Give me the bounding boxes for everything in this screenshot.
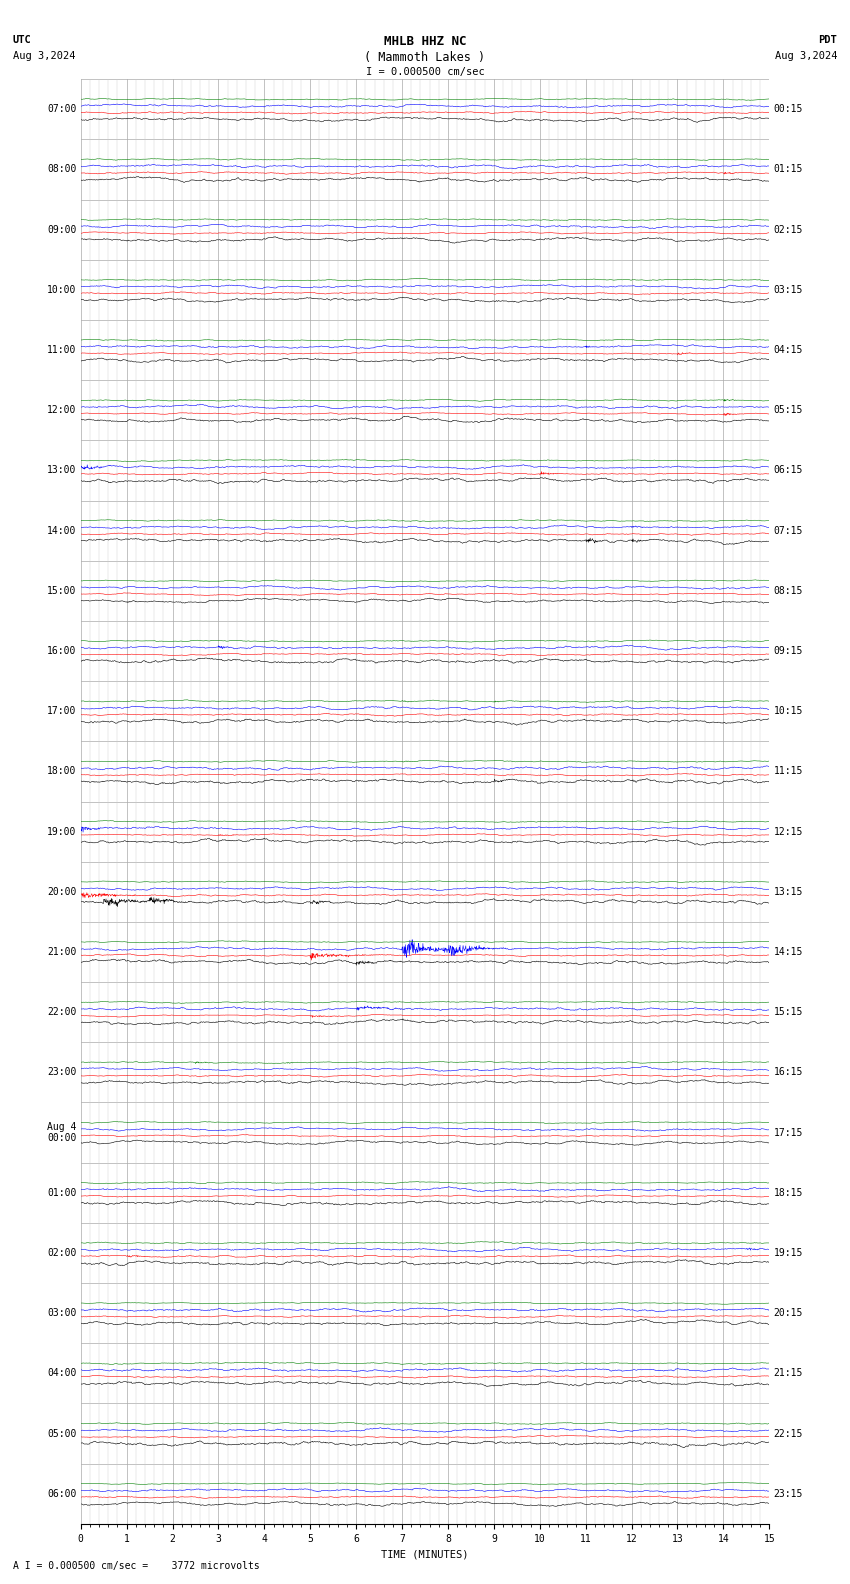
Text: 06:15: 06:15 [774,466,803,475]
Text: 22:00: 22:00 [47,1007,76,1017]
Text: 07:00: 07:00 [47,105,76,114]
Text: 04:15: 04:15 [774,345,803,355]
Text: 05:15: 05:15 [774,406,803,415]
Text: I = 0.000500 cm/sec: I = 0.000500 cm/sec [366,67,484,76]
Text: 20:15: 20:15 [774,1308,803,1318]
Text: 22:15: 22:15 [774,1429,803,1438]
Text: 19:15: 19:15 [774,1248,803,1258]
Text: A I = 0.000500 cm/sec =    3772 microvolts: A I = 0.000500 cm/sec = 3772 microvolts [13,1562,259,1571]
Text: 18:00: 18:00 [47,767,76,776]
Text: 17:15: 17:15 [774,1128,803,1137]
Text: 01:15: 01:15 [774,165,803,174]
Text: 05:00: 05:00 [47,1429,76,1438]
X-axis label: TIME (MINUTES): TIME (MINUTES) [382,1549,468,1559]
Text: 21:00: 21:00 [47,947,76,957]
Text: 16:00: 16:00 [47,646,76,656]
Text: 23:00: 23:00 [47,1068,76,1077]
Text: 23:15: 23:15 [774,1489,803,1498]
Text: 09:00: 09:00 [47,225,76,234]
Text: UTC: UTC [13,35,31,44]
Text: 01:00: 01:00 [47,1188,76,1198]
Text: 14:15: 14:15 [774,947,803,957]
Text: 11:00: 11:00 [47,345,76,355]
Text: 20:00: 20:00 [47,887,76,897]
Text: 17:00: 17:00 [47,706,76,716]
Text: 08:00: 08:00 [47,165,76,174]
Text: 08:15: 08:15 [774,586,803,596]
Text: 14:00: 14:00 [47,526,76,535]
Text: 00:15: 00:15 [774,105,803,114]
Text: 04:00: 04:00 [47,1369,76,1378]
Text: 12:15: 12:15 [774,827,803,836]
Text: PDT: PDT [819,35,837,44]
Text: 15:00: 15:00 [47,586,76,596]
Text: MHLB HHZ NC: MHLB HHZ NC [383,35,467,48]
Text: 03:00: 03:00 [47,1308,76,1318]
Text: Aug 3,2024: Aug 3,2024 [774,51,837,60]
Text: 10:00: 10:00 [47,285,76,295]
Text: 11:15: 11:15 [774,767,803,776]
Text: 19:00: 19:00 [47,827,76,836]
Text: 07:15: 07:15 [774,526,803,535]
Text: 03:15: 03:15 [774,285,803,295]
Text: 12:00: 12:00 [47,406,76,415]
Text: 06:00: 06:00 [47,1489,76,1498]
Text: 13:15: 13:15 [774,887,803,897]
Text: Aug 4
00:00: Aug 4 00:00 [47,1121,76,1144]
Text: 13:00: 13:00 [47,466,76,475]
Text: 15:15: 15:15 [774,1007,803,1017]
Text: 16:15: 16:15 [774,1068,803,1077]
Text: 10:15: 10:15 [774,706,803,716]
Text: 18:15: 18:15 [774,1188,803,1198]
Text: Aug 3,2024: Aug 3,2024 [13,51,76,60]
Text: ( Mammoth Lakes ): ( Mammoth Lakes ) [365,51,485,63]
Text: 09:15: 09:15 [774,646,803,656]
Text: 02:15: 02:15 [774,225,803,234]
Text: 21:15: 21:15 [774,1369,803,1378]
Text: 02:00: 02:00 [47,1248,76,1258]
